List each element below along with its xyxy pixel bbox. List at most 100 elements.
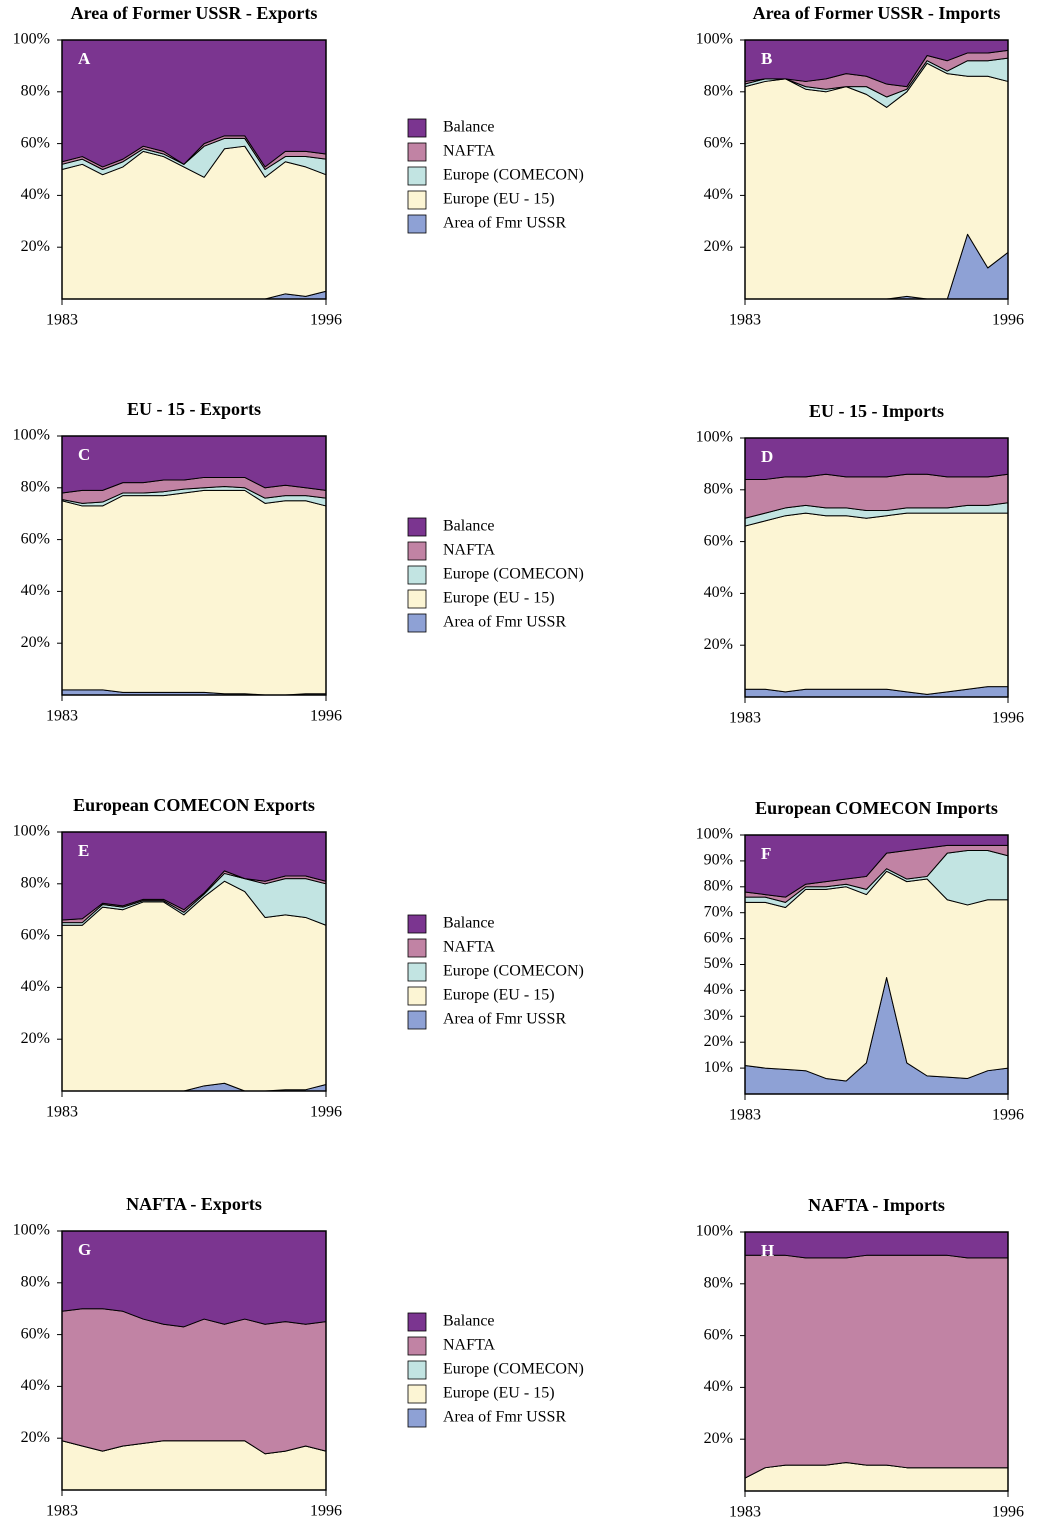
legend-label: Europe (EU - 15) <box>443 191 555 208</box>
plot-frame <box>744 437 1009 698</box>
x-tick-label: 1996 <box>992 1107 1024 1124</box>
legend-swatch <box>407 1408 427 1428</box>
legend-swatch <box>407 1312 427 1332</box>
legend-label: Europe (COMECON) <box>443 1361 584 1378</box>
area-segment <box>744 437 1009 480</box>
x-tick-label: 1996 <box>310 312 342 329</box>
legend-label: Balance <box>443 119 495 136</box>
legend-swatch <box>407 986 427 1006</box>
legend-label: Europe (COMECON) <box>443 566 584 583</box>
plot-frame <box>744 1231 1009 1492</box>
y-tick-label: 50% <box>704 955 733 972</box>
y-tick-label: 70% <box>704 903 733 920</box>
x-tick-label: 1996 <box>310 1503 342 1520</box>
area-segment <box>744 1254 1009 1479</box>
legend-swatch <box>407 565 427 585</box>
legend-swatch <box>407 517 427 537</box>
panel-label: C <box>78 445 90 464</box>
legend-label: Area of Fmr USSR <box>443 215 566 232</box>
chart-title: NAFTA - Exports <box>126 1194 262 1214</box>
y-tick-label: 100% <box>13 427 50 444</box>
legend-swatch <box>407 962 427 982</box>
y-tick-label: 80% <box>21 478 50 495</box>
x-tick-label: 1983 <box>46 312 78 329</box>
y-tick-label: 40% <box>704 981 733 998</box>
y-tick-label: 20% <box>704 1430 733 1447</box>
y-tick-label: 40% <box>21 186 50 203</box>
chart-title: NAFTA - Imports <box>808 1195 945 1215</box>
y-tick-label: 60% <box>21 1325 50 1342</box>
chart-title: European COMECON Imports <box>755 798 998 818</box>
legend-label: Area of Fmr USSR <box>443 614 566 631</box>
legend-swatch <box>407 914 427 934</box>
panel-label: D <box>761 447 773 466</box>
y-tick-label: 60% <box>21 926 50 943</box>
panel-label: E <box>78 841 89 860</box>
y-tick-label: 100% <box>696 826 733 843</box>
area-segment <box>61 39 327 168</box>
plot-frame <box>61 39 327 300</box>
legend-swatch <box>407 214 427 234</box>
legend-label: Europe (EU - 15) <box>443 987 555 1004</box>
chart-title: European COMECON Exports <box>73 795 315 815</box>
legend-swatch <box>407 613 427 633</box>
y-tick-label: 60% <box>21 134 50 151</box>
legend-swatch <box>407 190 427 210</box>
legend-swatch <box>407 1010 427 1030</box>
chart-title: Area of Former USSR - Imports <box>753 3 1001 23</box>
chart-title: Area of Former USSR - Exports <box>71 3 318 23</box>
legend-swatch <box>407 541 427 561</box>
x-tick-label: 1996 <box>310 1104 342 1121</box>
x-tick-label: 1996 <box>310 708 342 725</box>
y-tick-label: 60% <box>704 1326 733 1343</box>
legend-swatch <box>407 1360 427 1380</box>
y-tick-label: 20% <box>21 1429 50 1446</box>
y-tick-label: 60% <box>704 134 733 151</box>
panel-label: A <box>78 49 91 68</box>
legend-label: Balance <box>443 518 495 535</box>
legend-label: Area of Fmr USSR <box>443 1409 566 1426</box>
y-tick-label: 80% <box>704 480 733 497</box>
panel-label: G <box>78 1240 91 1259</box>
legend-swatch <box>407 166 427 186</box>
y-tick-label: 60% <box>704 929 733 946</box>
x-tick-label: 1983 <box>729 1504 761 1521</box>
y-tick-label: 100% <box>696 429 733 446</box>
y-tick-label: 40% <box>21 1377 50 1394</box>
x-tick-label: 1983 <box>729 1107 761 1124</box>
y-tick-label: 60% <box>704 532 733 549</box>
legend-label: NAFTA <box>443 1337 496 1354</box>
legend-label: Area of Fmr USSR <box>443 1011 566 1028</box>
chart-title: EU - 15 - Exports <box>127 399 261 419</box>
y-tick-label: 20% <box>21 1030 50 1047</box>
legend-swatch <box>407 938 427 958</box>
x-tick-label: 1996 <box>992 710 1024 727</box>
y-tick-label: 20% <box>704 636 733 653</box>
plot-frame <box>61 1230 327 1491</box>
y-tick-label: 80% <box>21 874 50 891</box>
panel-label: B <box>761 49 772 68</box>
y-tick-label: 20% <box>704 1033 733 1050</box>
y-tick-label: 40% <box>21 582 50 599</box>
area-segment <box>61 489 327 696</box>
legend-label: NAFTA <box>443 939 496 956</box>
x-tick-label: 1983 <box>46 1104 78 1121</box>
y-tick-label: 80% <box>704 877 733 894</box>
legend-label: NAFTA <box>443 143 496 160</box>
y-tick-label: 100% <box>13 31 50 48</box>
legend-swatch <box>407 118 427 138</box>
area-segment <box>61 1308 327 1455</box>
legend-label: Balance <box>443 1313 495 1330</box>
legend-label: Europe (EU - 15) <box>443 590 555 607</box>
plot-frame <box>744 39 1009 300</box>
x-tick-label: 1996 <box>992 1504 1024 1521</box>
y-tick-label: 80% <box>704 82 733 99</box>
y-tick-label: 100% <box>13 823 50 840</box>
area-segment <box>744 1231 1009 1259</box>
x-tick-label: 1996 <box>992 312 1024 329</box>
area-segment <box>744 512 1009 695</box>
y-tick-label: 40% <box>704 186 733 203</box>
y-tick-label: 80% <box>21 82 50 99</box>
y-tick-label: 100% <box>696 1223 733 1240</box>
